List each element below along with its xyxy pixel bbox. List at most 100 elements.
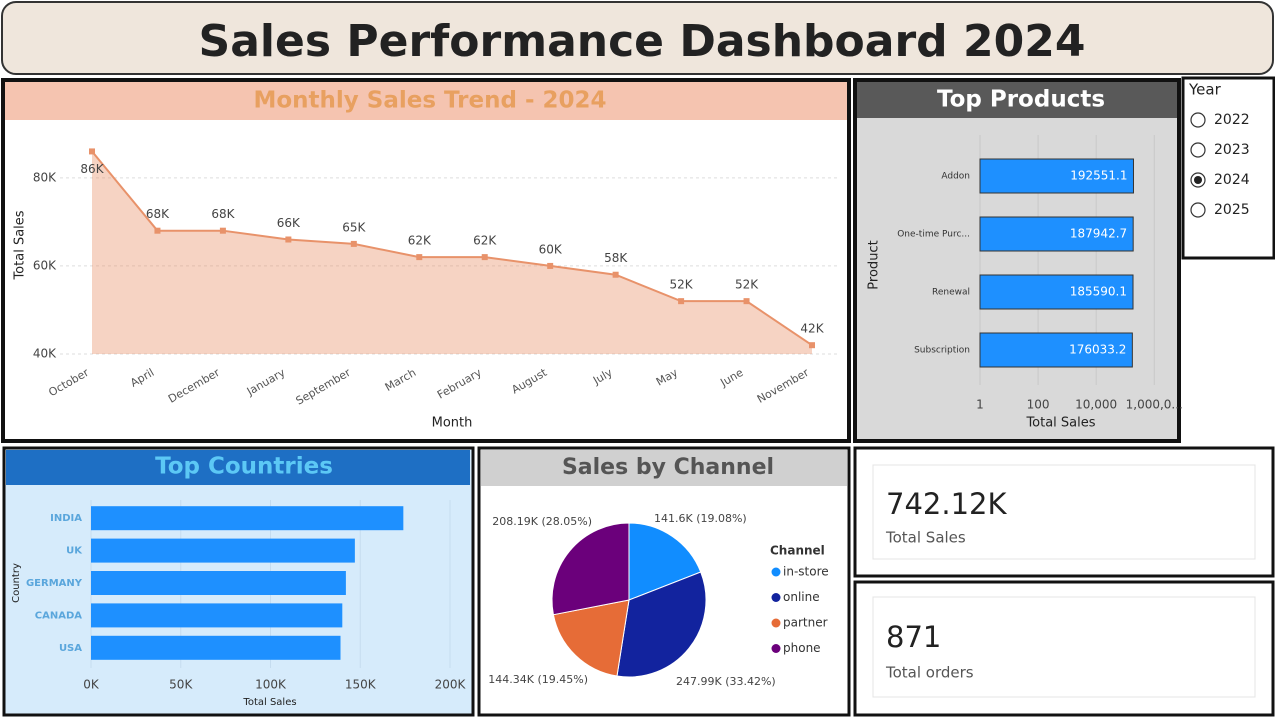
y-tick-label: 80K bbox=[33, 170, 57, 184]
data-label: 68K bbox=[211, 207, 235, 221]
radio-button[interactable] bbox=[1190, 142, 1206, 158]
legend-swatch bbox=[771, 644, 781, 653]
y-tick-label: UK bbox=[66, 546, 83, 557]
legend-title: Channel bbox=[770, 544, 825, 558]
x-tick-label: 150K bbox=[345, 678, 377, 692]
slicer-panel bbox=[1181, 76, 1275, 260]
data-label: 42K bbox=[800, 322, 824, 336]
panel bbox=[853, 78, 1181, 443]
y-tick-label: GERMANY bbox=[26, 578, 83, 589]
x-tick-label: 200K bbox=[435, 678, 467, 692]
x-axis-label: Month bbox=[432, 416, 473, 431]
data-label: 185590.1 bbox=[1070, 285, 1127, 299]
pie-slice bbox=[551, 522, 630, 616]
data-label: 187942.7 bbox=[1070, 227, 1127, 241]
y-tick-label: CANADA bbox=[35, 610, 82, 621]
bar bbox=[91, 571, 346, 595]
data-label: 62K bbox=[473, 234, 497, 248]
legend-label: in-store bbox=[783, 565, 829, 579]
marker bbox=[219, 227, 226, 234]
radio-button[interactable] bbox=[1190, 202, 1206, 218]
pie-slice bbox=[552, 599, 630, 677]
chart-title: Sales by Channel bbox=[562, 455, 774, 480]
x-tick-label: 50K bbox=[169, 678, 193, 692]
radio-button[interactable] bbox=[1190, 112, 1206, 128]
radio-label[interactable]: 2023 bbox=[1214, 142, 1250, 158]
x-tick-label: 100 bbox=[1027, 398, 1050, 412]
bar bbox=[979, 332, 1133, 368]
x-tick-label: 0K bbox=[83, 678, 100, 692]
marker bbox=[89, 148, 95, 155]
data-label: 52K bbox=[670, 278, 694, 292]
kpi-card bbox=[872, 464, 1256, 560]
data-label: 65K bbox=[342, 220, 366, 234]
x-tick-label: 1,000,0... bbox=[1126, 398, 1183, 412]
chart-title: Top Products bbox=[937, 87, 1105, 113]
y-tick-label: Addon bbox=[941, 172, 970, 182]
y-tick-label: Subscription bbox=[914, 346, 970, 356]
kpi-value: 871 bbox=[886, 620, 941, 654]
area bbox=[92, 151, 812, 354]
kpi-card bbox=[872, 596, 1256, 698]
bar bbox=[979, 158, 1134, 194]
x-tick-label: 10,000 bbox=[1075, 398, 1117, 412]
data-label: 66K bbox=[277, 216, 301, 230]
y-axis-label: Total Sales bbox=[13, 210, 28, 280]
data-label: 52K bbox=[735, 278, 759, 292]
data-label: 68K bbox=[146, 207, 170, 221]
marker bbox=[547, 262, 554, 269]
bar bbox=[91, 506, 404, 531]
line bbox=[91, 150, 813, 347]
y-tick-label: USA bbox=[59, 643, 82, 654]
data-label: 60K bbox=[539, 242, 563, 256]
slicer-title: Year bbox=[1188, 81, 1222, 99]
legend-label: phone bbox=[783, 641, 821, 655]
data-label: 62K bbox=[408, 234, 432, 248]
chart-title: Top Countries bbox=[155, 454, 333, 480]
radio-label[interactable]: 2024 bbox=[1214, 172, 1250, 188]
y-tick-label: Renewal bbox=[932, 288, 970, 298]
marker bbox=[612, 271, 619, 278]
marker bbox=[154, 227, 161, 234]
panel bbox=[477, 446, 851, 717]
y-axis-label: Country bbox=[11, 563, 22, 603]
marker bbox=[416, 254, 423, 261]
bar bbox=[979, 216, 1134, 252]
data-label: 141.6K (19.08%) bbox=[654, 512, 747, 525]
legend-swatch bbox=[771, 567, 781, 577]
bar bbox=[91, 538, 355, 563]
marker bbox=[809, 342, 815, 349]
y-tick-label: One-time Purc... bbox=[897, 230, 970, 240]
data-label: 192551.1 bbox=[1070, 169, 1127, 183]
bar bbox=[979, 274, 1134, 310]
data-label: 144.34K (19.45%) bbox=[488, 673, 588, 686]
radio-label[interactable]: 2022 bbox=[1214, 112, 1250, 128]
x-tick-label: 100K bbox=[255, 678, 287, 692]
legend-swatch bbox=[771, 593, 781, 602]
marker bbox=[285, 236, 292, 243]
dashboard-title: Sales Performance Dashboard 2024 bbox=[199, 16, 1086, 67]
panel-header bbox=[857, 82, 1177, 118]
marker bbox=[743, 298, 750, 305]
radio-label[interactable]: 2025 bbox=[1214, 202, 1250, 218]
x-tick-label: 1 bbox=[976, 398, 984, 412]
panel bbox=[1, 78, 851, 443]
chart-title: Monthly Sales Trend - 2024 bbox=[253, 88, 606, 114]
kpi-value: 742.12K bbox=[886, 487, 1007, 521]
header-bar bbox=[1, 1, 1274, 75]
pie-slice bbox=[616, 571, 707, 678]
legend-label: online bbox=[783, 590, 820, 604]
kpi-label: Total Sales bbox=[885, 529, 966, 547]
x-axis-label: Total Sales bbox=[242, 697, 296, 708]
data-label: 58K bbox=[604, 251, 628, 265]
pie-slice bbox=[628, 522, 702, 601]
bar bbox=[91, 603, 343, 628]
marker bbox=[350, 240, 357, 247]
legend-label: partner bbox=[783, 616, 828, 630]
x-axis-label: Total Sales bbox=[1025, 416, 1095, 431]
marker bbox=[678, 298, 685, 305]
data-label: 247.99K (33.42%) bbox=[676, 675, 776, 688]
bar bbox=[91, 635, 341, 660]
